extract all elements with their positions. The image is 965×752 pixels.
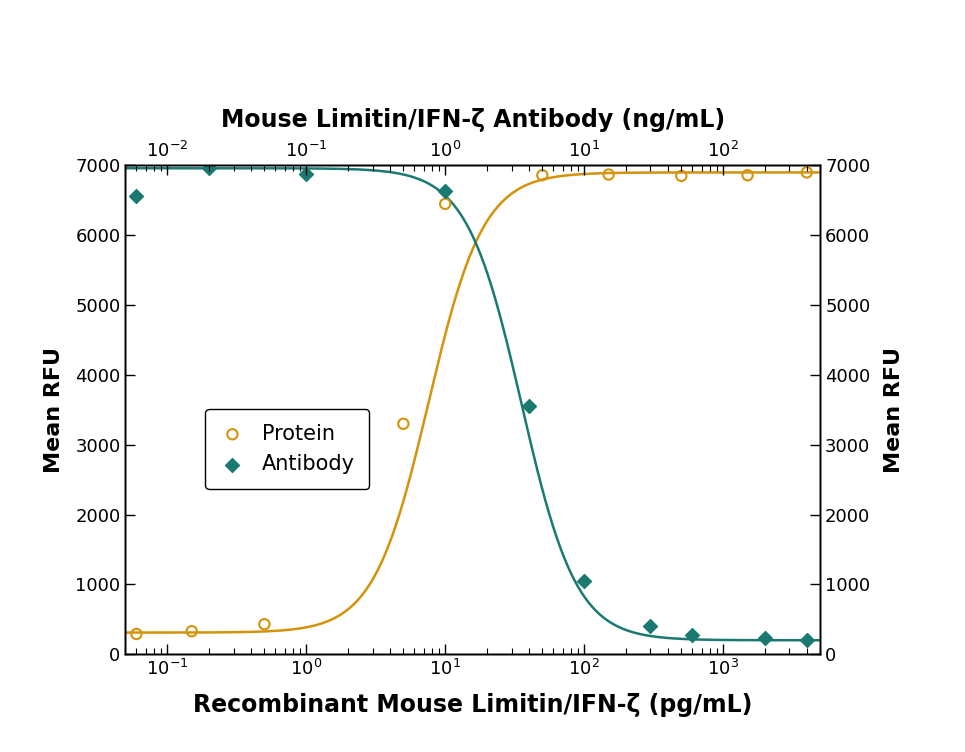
Protein — [799, 166, 814, 178]
Y-axis label: Mean RFU: Mean RFU — [884, 347, 904, 473]
Antibody — [643, 620, 658, 632]
Antibody — [202, 162, 217, 174]
Antibody — [799, 634, 814, 646]
X-axis label: Recombinant Mouse Limitin/IFN-ζ (pg/mL): Recombinant Mouse Limitin/IFN-ζ (pg/mL) — [193, 693, 753, 717]
Protein — [184, 625, 200, 637]
Legend: Protein, Antibody: Protein, Antibody — [206, 409, 370, 489]
Protein — [601, 168, 617, 180]
Antibody — [684, 629, 700, 641]
Antibody — [521, 399, 537, 411]
Protein — [674, 170, 689, 182]
Protein — [257, 618, 272, 630]
Y-axis label: Mean RFU: Mean RFU — [44, 347, 65, 473]
X-axis label: Mouse Limitin/IFN-ζ Antibody (ng/mL): Mouse Limitin/IFN-ζ Antibody (ng/mL) — [221, 108, 725, 132]
Protein — [128, 628, 144, 640]
Antibody — [298, 168, 314, 180]
Protein — [437, 198, 453, 210]
Antibody — [576, 575, 592, 587]
Protein — [535, 169, 550, 181]
Protein — [740, 169, 756, 181]
Antibody — [437, 184, 453, 196]
Protein — [396, 418, 411, 430]
Antibody — [758, 632, 773, 644]
Antibody — [128, 190, 144, 202]
